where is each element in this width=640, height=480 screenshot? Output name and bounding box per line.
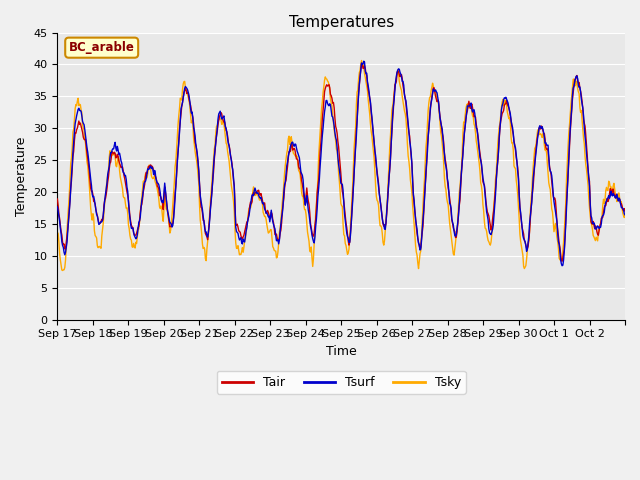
Y-axis label: Temperature: Temperature: [15, 136, 28, 216]
Text: BC_arable: BC_arable: [68, 41, 134, 54]
Title: Temperatures: Temperatures: [289, 15, 394, 30]
Legend: Tair, Tsurf, Tsky: Tair, Tsurf, Tsky: [216, 371, 466, 394]
X-axis label: Time: Time: [326, 345, 356, 358]
